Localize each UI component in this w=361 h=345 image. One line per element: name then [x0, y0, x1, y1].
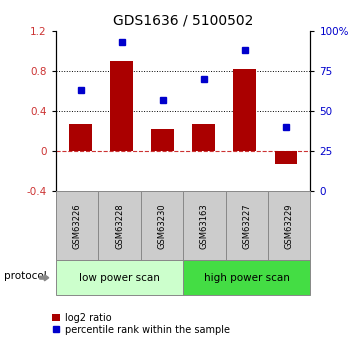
Text: GSM63229: GSM63229	[285, 203, 294, 249]
Bar	[151, 129, 174, 151]
Text: GSM63227: GSM63227	[242, 203, 251, 249]
Text: GSM63226: GSM63226	[73, 203, 82, 249]
Text: GSM63230: GSM63230	[157, 203, 166, 249]
Text: high power scan: high power scan	[204, 273, 290, 283]
Bar	[110, 61, 133, 151]
Text: low power scan: low power scan	[79, 273, 160, 283]
Bar	[69, 124, 92, 151]
Legend: log2 ratio, percentile rank within the sample: log2 ratio, percentile rank within the s…	[48, 309, 234, 338]
Title: GDS1636 / 5100502: GDS1636 / 5100502	[113, 13, 253, 27]
Text: protocol: protocol	[4, 271, 46, 281]
Text: GSM63228: GSM63228	[115, 203, 124, 249]
Text: GSM63163: GSM63163	[200, 203, 209, 249]
Bar	[192, 124, 215, 151]
Bar	[234, 69, 256, 151]
Bar	[275, 151, 297, 165]
